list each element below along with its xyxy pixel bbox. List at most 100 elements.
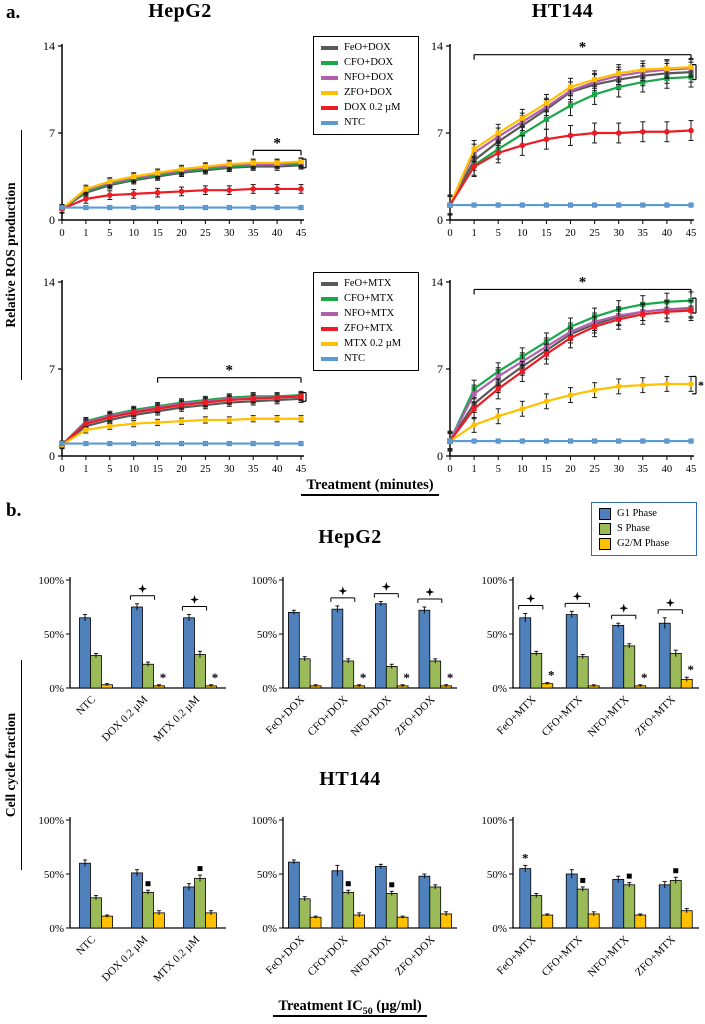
legend-dox-series: FeO+DOX CFO+DOX NFO+DOX ZFO+DOX DOX 0.2 µM NT… xyxy=(313,36,419,136)
svg-text:100%: 100% xyxy=(38,575,64,587)
svg-text:7: 7 xyxy=(437,126,443,140)
svg-text:40: 40 xyxy=(272,464,283,475)
svg-text:50%: 50% xyxy=(487,869,507,881)
legend-swatch xyxy=(321,76,338,81)
svg-text:*: * xyxy=(579,274,587,290)
svg-text:NFO+DOX: NFO+DOX xyxy=(349,694,394,739)
legend-label: NTC xyxy=(344,353,365,365)
svg-text:15: 15 xyxy=(541,228,552,239)
svg-text:*: * xyxy=(226,363,234,379)
svg-text:20: 20 xyxy=(176,228,187,239)
svg-text:FeO+MTX: FeO+MTX xyxy=(495,934,539,978)
svg-text:0: 0 xyxy=(437,449,443,463)
svg-text:*: * xyxy=(360,670,367,685)
svg-text:50%: 50% xyxy=(44,629,64,641)
svg-text:0%: 0% xyxy=(492,923,507,935)
svg-text:100%: 100% xyxy=(38,815,64,827)
panel-b-label: b. xyxy=(6,500,22,521)
svg-text:20: 20 xyxy=(565,464,576,475)
svg-text:40: 40 xyxy=(662,464,673,475)
legend-label: NFO+DOX xyxy=(344,72,394,84)
svg-text:0: 0 xyxy=(447,228,452,239)
svg-text:FeO+DOX: FeO+DOX xyxy=(264,694,307,737)
legend-swatch xyxy=(321,342,338,347)
panel-b-title-hepg2: HepG2 xyxy=(318,526,382,548)
cell-cycle-bar-chart-hepg2-drugs: 0% 50% 100% NTC * DOX 0.2 µM * MTX 0.2 µM xyxy=(38,575,226,744)
panel-a-y-axis-label: Relative ROS production xyxy=(3,130,22,380)
svg-text:5: 5 xyxy=(496,228,501,239)
svg-text:14: 14 xyxy=(431,39,443,53)
legend-item: MTX 0.2 µM xyxy=(321,338,411,350)
svg-text:14: 14 xyxy=(431,275,443,289)
svg-text:30: 30 xyxy=(613,464,624,475)
svg-text:7: 7 xyxy=(49,126,55,140)
svg-text:0%: 0% xyxy=(49,683,64,695)
svg-text:30: 30 xyxy=(224,228,235,239)
svg-text:CFO+DOX: CFO+DOX xyxy=(306,934,351,979)
legend-swatch xyxy=(321,121,338,126)
svg-text:1: 1 xyxy=(471,464,476,475)
legend-label: DOX 0.2 µM xyxy=(344,102,401,114)
svg-text:20: 20 xyxy=(176,464,187,475)
legend-item: NFO+DOX xyxy=(321,72,411,84)
svg-text:1: 1 xyxy=(83,228,88,239)
legend-label: ZFO+MTX xyxy=(344,323,394,335)
svg-text:35: 35 xyxy=(248,464,259,475)
svg-text:CFO+MTX: CFO+MTX xyxy=(540,694,585,739)
legend-swatch xyxy=(321,357,338,362)
svg-text:0: 0 xyxy=(447,464,452,475)
svg-text:DOX 0.2 µM: DOX 0.2 µM xyxy=(100,693,151,744)
svg-text:*: * xyxy=(273,135,281,151)
svg-text:0: 0 xyxy=(437,213,443,227)
legend-label: MTX 0.2 µM xyxy=(344,338,402,350)
panel-b-x-axis-label-text: Treatment IC50 (µg/ml) xyxy=(273,998,427,1017)
svg-text:45: 45 xyxy=(686,228,697,239)
panel-a-x-axis-label: Treatment (minutes) xyxy=(275,477,465,496)
svg-text:10: 10 xyxy=(517,464,528,475)
svg-text:*: * xyxy=(579,40,587,56)
legend-label: CFO+DOX xyxy=(344,57,394,69)
svg-text:0%: 0% xyxy=(492,683,507,695)
svg-text:10: 10 xyxy=(517,228,528,239)
legend-item: DOX 0.2 µM xyxy=(321,102,411,114)
svg-text:FeO+DOX: FeO+DOX xyxy=(264,934,307,977)
svg-text:ZFO+DOX: ZFO+DOX xyxy=(393,934,437,978)
svg-text:100%: 100% xyxy=(251,575,277,587)
svg-text:CFO+MTX: CFO+MTX xyxy=(540,934,585,979)
svg-text:NFO+MTX: NFO+MTX xyxy=(586,694,632,740)
legend-item: G2/M Phase xyxy=(599,538,689,551)
legend-label: G1 Phase xyxy=(617,508,657,519)
svg-text:1: 1 xyxy=(471,228,476,239)
legend-item: ZFO+DOX xyxy=(321,87,411,99)
svg-text:NFO+DOX: NFO+DOX xyxy=(349,934,394,979)
svg-text:CFO+DOX: CFO+DOX xyxy=(306,694,351,739)
svg-text:25: 25 xyxy=(589,228,600,239)
svg-text:15: 15 xyxy=(152,228,163,239)
legend-item: NFO+MTX xyxy=(321,308,411,320)
svg-text:14: 14 xyxy=(43,275,55,289)
svg-text:7: 7 xyxy=(49,362,55,376)
legend-label: NFO+MTX xyxy=(344,308,395,320)
svg-text:MTX 0.2 µM: MTX 0.2 µM xyxy=(151,693,202,744)
svg-text:50%: 50% xyxy=(257,629,277,641)
svg-text:0%: 0% xyxy=(262,923,277,935)
panel-b-x-axis-label: Treatment IC50 (µg/ml) xyxy=(230,998,470,1017)
svg-text:0%: 0% xyxy=(49,923,64,935)
svg-text:14: 14 xyxy=(43,39,55,53)
svg-text:NTC: NTC xyxy=(74,694,98,718)
legend-label: FeO+MTX xyxy=(344,278,392,289)
svg-text:MTX 0.2 µM: MTX 0.2 µM xyxy=(151,933,202,984)
legend-swatch xyxy=(321,61,338,66)
x-label-sub: 50 xyxy=(362,1005,373,1017)
legend-swatch xyxy=(321,282,338,287)
svg-text:1: 1 xyxy=(83,464,88,475)
legend-item: FeO+MTX xyxy=(321,278,411,290)
svg-text:10: 10 xyxy=(128,464,139,475)
svg-text:10: 10 xyxy=(128,228,139,239)
svg-text:35: 35 xyxy=(248,228,259,239)
